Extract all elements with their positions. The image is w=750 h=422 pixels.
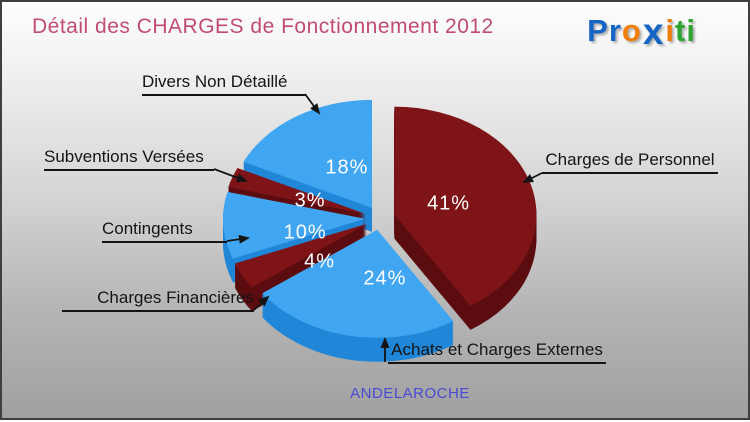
logo-x-glyph: x bbox=[642, 11, 665, 52]
callout-line-0 bbox=[522, 172, 543, 183]
slice-callout-label-5: Divers Non Détaillé bbox=[142, 71, 305, 96]
callout-line-2 bbox=[253, 295, 270, 311]
pie-slice-4 bbox=[228, 167, 366, 214]
slice-callout-label-2: Charges Financières bbox=[62, 287, 254, 312]
slice-callout-label-1: Achats et Charges Externes bbox=[388, 339, 606, 364]
pie-slice-3 bbox=[223, 191, 366, 259]
callout-line-3 bbox=[226, 234, 250, 244]
pie-slice-0 bbox=[394, 106, 537, 306]
callout-line-4 bbox=[213, 168, 248, 183]
logo-segment: t bbox=[675, 13, 687, 48]
chart-title: Détail des CHARGES de Fonctionnement 201… bbox=[32, 15, 494, 38]
percent-label-0: 41% bbox=[427, 192, 471, 215]
slice-callout-label-4: Subventions Versées bbox=[44, 146, 214, 171]
commune-name: ANDELAROCHE bbox=[350, 385, 470, 402]
percent-label-1: 24% bbox=[363, 267, 407, 290]
slice-callout-label-0: Charges de Personnel bbox=[542, 149, 718, 174]
pie-slice-5 bbox=[243, 99, 372, 208]
callout-line-5 bbox=[304, 93, 321, 115]
proxiti-logo: Proxiti bbox=[587, 8, 696, 52]
pie-slice-2 bbox=[234, 223, 367, 288]
logo-segment: i bbox=[665, 13, 676, 48]
percent-label-3: 10% bbox=[283, 221, 327, 244]
pie-slice-1 bbox=[262, 229, 454, 338]
percent-label-5: 18% bbox=[325, 156, 369, 179]
percent-label-2: 4% bbox=[304, 250, 336, 273]
logo-segment: Pr bbox=[587, 13, 622, 48]
percent-label-4: 3% bbox=[294, 189, 326, 212]
logo-segment: i bbox=[686, 13, 696, 48]
slice-callout-label-3: Contingents bbox=[102, 218, 227, 243]
logo-segment: o bbox=[621, 13, 642, 48]
